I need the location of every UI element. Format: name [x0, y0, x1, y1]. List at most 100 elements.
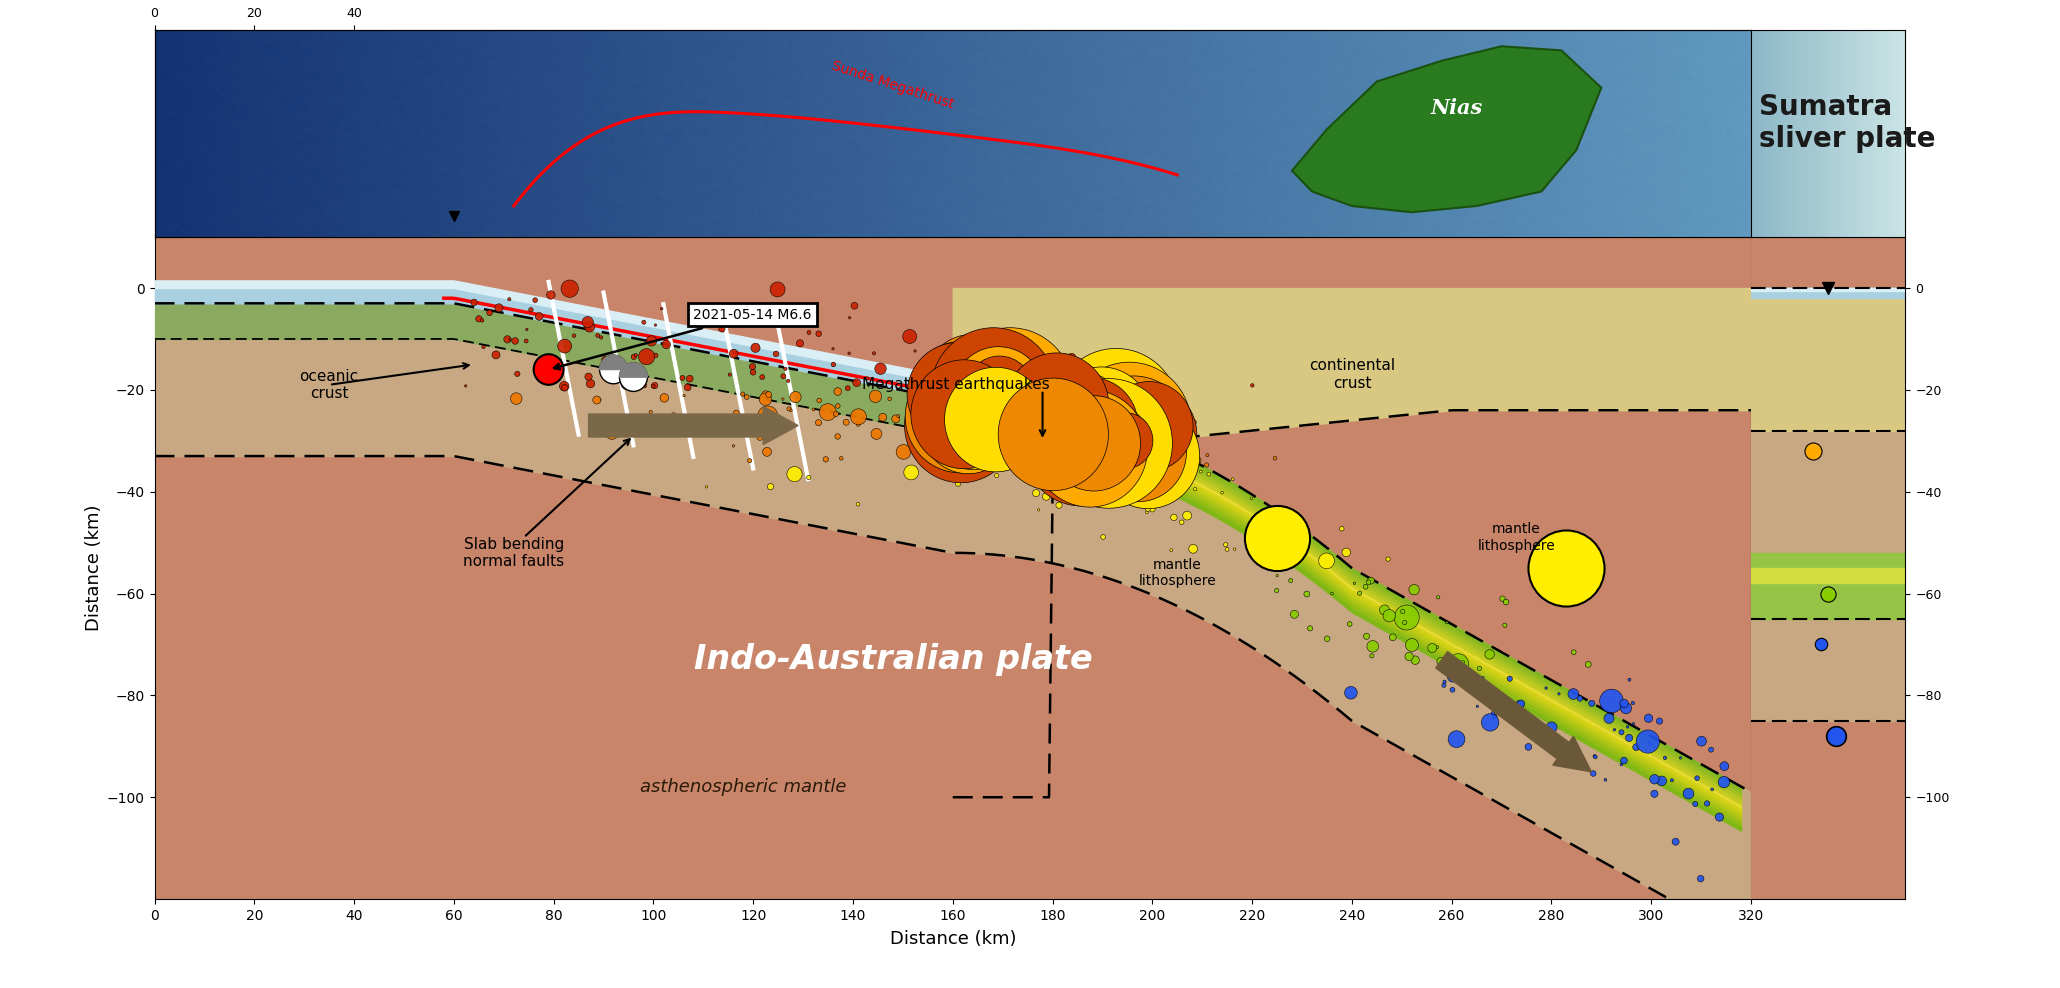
Point	[772, 373, 805, 389]
Point	[614, 366, 647, 381]
Point	[1162, 429, 1195, 445]
Point	[898, 343, 931, 359]
Point	[1473, 646, 1506, 662]
Point	[713, 367, 746, 382]
Point	[1395, 637, 1428, 653]
Point	[1178, 481, 1211, 497]
Point	[857, 346, 890, 362]
Point	[1708, 759, 1741, 775]
Point	[519, 292, 552, 308]
Point	[1022, 502, 1055, 518]
Point	[772, 401, 805, 417]
Point	[803, 392, 836, 408]
Point	[1259, 504, 1292, 520]
Point	[974, 376, 1007, 392]
Point	[1461, 699, 1494, 714]
Point	[1613, 730, 1646, 746]
Text: Nias: Nias	[1430, 99, 1483, 119]
Text: mantle
lithosphere: mantle lithosphere	[1477, 523, 1555, 552]
FancyArrow shape	[1436, 651, 1592, 772]
Point	[468, 339, 501, 355]
Circle shape	[937, 391, 991, 446]
Point	[610, 375, 643, 391]
Point	[1613, 672, 1646, 688]
Point	[1131, 400, 1164, 416]
Point	[499, 333, 531, 349]
Point	[1032, 444, 1065, 459]
Point	[581, 392, 614, 408]
Circle shape	[1086, 393, 1164, 473]
Point	[740, 340, 772, 356]
Point	[1316, 586, 1349, 602]
Point	[657, 407, 690, 423]
Point	[987, 400, 1020, 416]
Circle shape	[1112, 406, 1160, 454]
Point	[1131, 505, 1164, 521]
Point	[719, 405, 752, 421]
Point	[1599, 722, 1632, 738]
Point	[527, 368, 560, 383]
Point	[1679, 796, 1712, 812]
Point	[1658, 834, 1691, 850]
Point	[1605, 757, 1638, 773]
Point	[1135, 501, 1168, 517]
Point	[1648, 750, 1681, 766]
Point	[624, 415, 657, 431]
Point	[1217, 541, 1250, 557]
Point	[573, 319, 606, 335]
Point	[702, 415, 735, 431]
Point	[670, 413, 702, 429]
Point	[1656, 773, 1689, 788]
Point	[1009, 381, 1042, 397]
Circle shape	[952, 379, 1026, 455]
Circle shape	[1018, 392, 1071, 448]
Circle shape	[966, 356, 1034, 425]
Y-axis label: Distance (km): Distance (km)	[84, 505, 103, 631]
Point	[1393, 648, 1426, 664]
Circle shape	[620, 363, 647, 391]
Point	[832, 310, 865, 326]
Point	[634, 404, 667, 420]
Point	[816, 341, 849, 357]
Point	[1520, 727, 1553, 743]
Point	[461, 311, 494, 327]
Point	[873, 391, 906, 407]
Point	[1397, 582, 1430, 598]
Point	[981, 377, 1014, 393]
Point	[1485, 591, 1518, 607]
Point	[933, 416, 966, 432]
Circle shape	[1020, 391, 1119, 493]
Point	[466, 312, 499, 328]
Point	[1337, 575, 1370, 591]
Point	[1388, 615, 1421, 630]
Point	[744, 430, 777, 446]
Point	[1634, 736, 1667, 752]
Point	[511, 321, 544, 337]
Circle shape	[1055, 373, 1121, 440]
Circle shape	[1046, 396, 1141, 491]
Point	[1512, 739, 1545, 755]
Point	[925, 442, 958, 457]
Point	[449, 378, 482, 394]
Point	[585, 330, 618, 346]
Circle shape	[948, 328, 1073, 457]
Point	[1489, 618, 1522, 633]
Point	[1098, 441, 1131, 456]
Point	[1135, 387, 1168, 403]
Point	[1644, 713, 1677, 729]
Point	[1325, 521, 1358, 536]
Circle shape	[921, 377, 1016, 473]
Circle shape	[931, 328, 1057, 456]
Point	[457, 294, 490, 310]
Point	[529, 368, 562, 383]
Point	[620, 347, 653, 363]
Point	[1704, 809, 1737, 825]
Point	[1252, 539, 1285, 555]
Point	[1129, 460, 1162, 476]
Point	[1205, 485, 1238, 501]
Point	[1572, 656, 1605, 672]
Point	[766, 369, 799, 384]
Point	[733, 453, 766, 468]
Point	[667, 387, 700, 403]
Point	[690, 411, 723, 427]
